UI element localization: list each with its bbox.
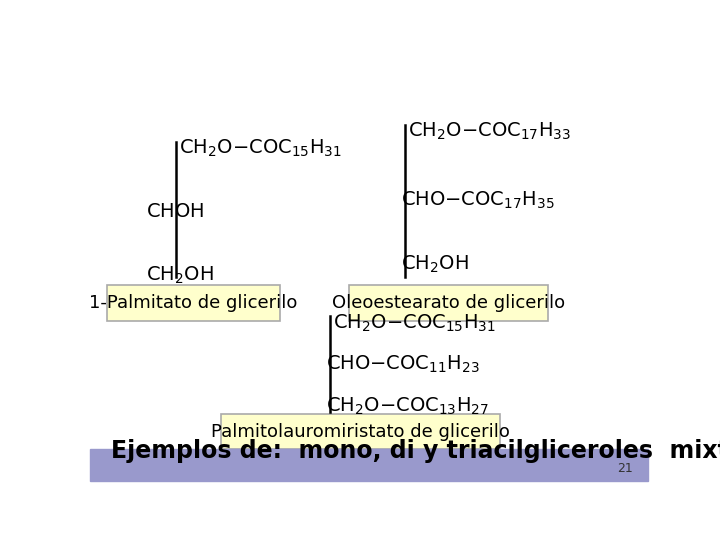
Text: $\mathregular{CH_2O{-}COC_{15}H_{31}}$: $\mathregular{CH_2O{-}COC_{15}H_{31}}$	[333, 312, 496, 334]
Bar	[90, 449, 648, 481]
FancyBboxPatch shape	[221, 414, 500, 449]
Text: Oleoestearato de glicerilo: Oleoestearato de glicerilo	[332, 294, 565, 312]
Text: $\mathregular{CHO{-}COC_{17}H_{35}}$: $\mathregular{CHO{-}COC_{17}H_{35}}$	[401, 190, 554, 211]
FancyBboxPatch shape	[107, 285, 280, 321]
Text: $\mathregular{CH_2O{-}COC_{17}H_{33}}$: $\mathregular{CH_2O{-}COC_{17}H_{33}}$	[408, 121, 571, 142]
FancyBboxPatch shape	[349, 285, 547, 321]
Text: 21: 21	[616, 462, 632, 475]
Text: $\mathregular{CH_2O{-}COC_{13}H_{27}}$: $\mathregular{CH_2O{-}COC_{13}H_{27}}$	[326, 395, 489, 417]
Text: Ejemplos de:  mono, di y triacilgliceroles  mixtos:: Ejemplos de: mono, di y triacilglicerole…	[111, 438, 720, 463]
Text: $\mathregular{CHO{-}COC_{11}H_{23}}$: $\mathregular{CHO{-}COC_{11}H_{23}}$	[326, 354, 480, 375]
Text: 1-Palmitato de glicerilo: 1-Palmitato de glicerilo	[89, 294, 297, 312]
Text: $\mathregular{CH_2OH}$: $\mathregular{CH_2OH}$	[145, 265, 213, 286]
Text: $\mathregular{CHOH}$: $\mathregular{CHOH}$	[145, 202, 204, 221]
Text: Palmitolauromiristato de glicerilo: Palmitolauromiristato de glicerilo	[211, 423, 510, 441]
Text: $\mathregular{CH_2OH}$: $\mathregular{CH_2OH}$	[401, 254, 469, 275]
Text: $\mathregular{CH_2O{-}COC_{15}H_{31}}$: $\mathregular{CH_2O{-}COC_{15}H_{31}}$	[179, 138, 342, 159]
